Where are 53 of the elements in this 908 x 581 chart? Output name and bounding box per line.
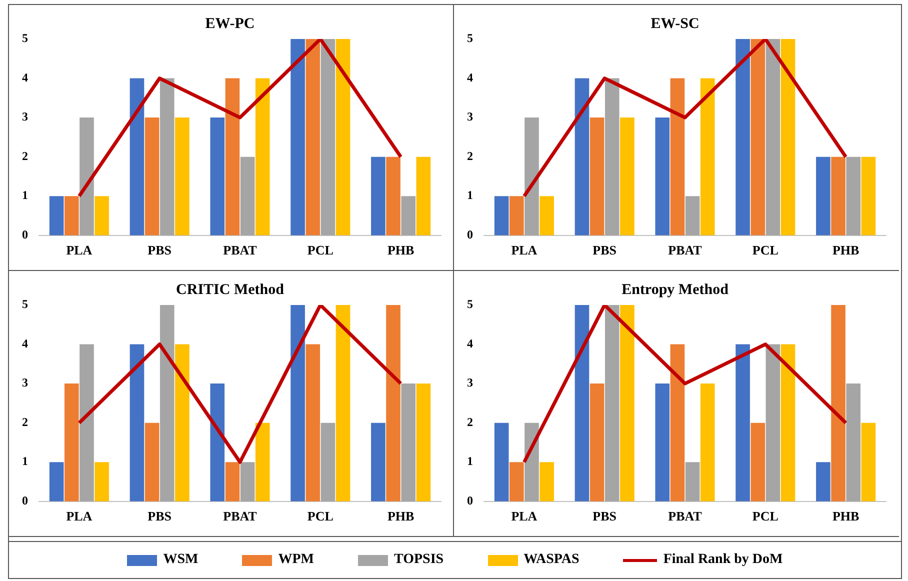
x-tick-label: PHB [832, 508, 860, 524]
chart-title: EW-PC [205, 16, 255, 32]
x-tick-label: PBAT [668, 508, 702, 524]
x-tick-label: PBAT [223, 242, 258, 258]
y-tick-label: 5 [22, 297, 28, 312]
x-tick-label: PBAT [223, 508, 258, 524]
x-tick-label: PBS [592, 242, 617, 258]
x-tick-label: PBS [148, 242, 172, 258]
y-tick-label: 2 [22, 414, 28, 429]
y-tick-label: 3 [467, 110, 473, 124]
y-tick-label: 1 [22, 188, 28, 202]
y-tick-label: 4 [467, 70, 473, 84]
y-tick-label: 1 [22, 454, 28, 468]
x-tick-label: PBS [592, 508, 617, 524]
legend-label: WPM [278, 552, 314, 568]
x-tick-label: PLA [66, 508, 93, 524]
y-tick-label: 3 [22, 376, 28, 390]
chart-title: CRITIC Method [176, 282, 285, 298]
legend-label: WASPAS [524, 552, 580, 568]
y-tick-label: 4 [467, 336, 473, 350]
x-tick-label: PCL [752, 242, 779, 258]
legend-label: WSM [163, 552, 198, 568]
x-tick-label: PCL [307, 508, 334, 524]
x-tick-label: PCL [752, 508, 779, 524]
x-tick-label: PLA [511, 242, 538, 258]
y-tick-label: 4 [22, 336, 28, 350]
y-tick-label: 5 [467, 297, 473, 312]
y-tick-label: 2 [467, 148, 473, 163]
x-tick-label: PHB [387, 242, 414, 258]
y-tick-label: 0 [467, 227, 473, 242]
x-tick-label: PHB [387, 508, 414, 524]
y-tick-label: 0 [467, 493, 473, 508]
legend-label: Final Rank by DoM [663, 552, 783, 568]
x-tick-label: PHB [832, 242, 860, 258]
x-tick-label: PBS [148, 508, 172, 524]
y-tick-label: 1 [467, 454, 473, 468]
legend-label: TOPSIS [394, 552, 444, 568]
y-tick-label: 5 [22, 31, 28, 46]
chart-title: Entropy Method [622, 282, 730, 298]
y-tick-label: 0 [22, 227, 28, 242]
y-tick-label: 5 [467, 31, 473, 46]
x-tick-label: PLA [511, 508, 538, 524]
y-tick-label: 4 [22, 70, 28, 84]
y-tick-label: 0 [22, 493, 28, 508]
x-tick-label: PBAT [668, 242, 702, 258]
y-tick-label: 3 [467, 376, 473, 390]
y-tick-label: 2 [22, 148, 28, 163]
y-tick-label: 2 [467, 414, 473, 429]
chart-title: EW-SC [650, 16, 700, 32]
x-tick-label: PLA [66, 242, 93, 258]
x-tick-label: PCL [307, 242, 334, 258]
y-tick-label: 1 [467, 188, 473, 202]
y-tick-label: 3 [22, 110, 28, 124]
